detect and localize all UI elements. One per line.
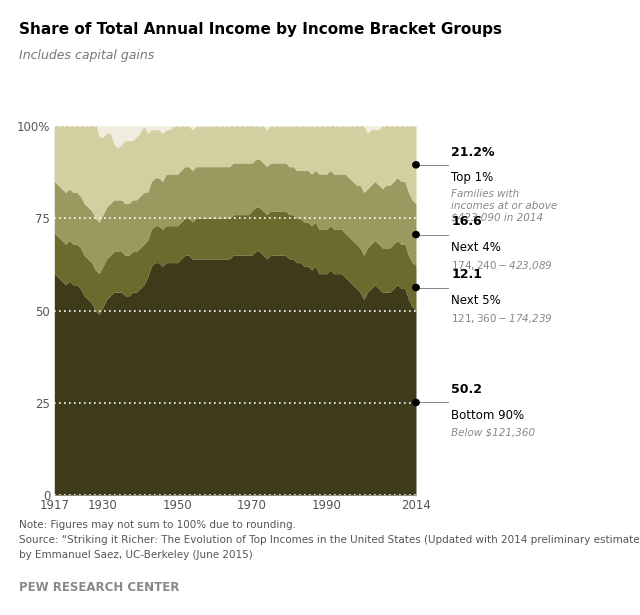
Text: by Emmanuel Saez, UC-Berkeley (June 2015): by Emmanuel Saez, UC-Berkeley (June 2015… [19, 550, 253, 560]
Text: Next 4%: Next 4% [451, 240, 501, 254]
Text: 12.1: 12.1 [451, 268, 482, 282]
Text: Families with
incomes at or above
$423,090 in 2014: Families with incomes at or above $423,0… [451, 189, 557, 223]
Text: $121,360 - $174,239: $121,360 - $174,239 [451, 312, 553, 325]
Text: Source: “Striking it Richer: The Evolution of Top Incomes in the United States (: Source: “Striking it Richer: The Evoluti… [19, 535, 640, 545]
Text: PEW RESEARCH CENTER: PEW RESEARCH CENTER [19, 581, 180, 594]
Text: Bottom 90%: Bottom 90% [451, 408, 524, 422]
Text: Includes capital gains: Includes capital gains [19, 49, 154, 62]
Text: Share of Total Annual Income by Income Bracket Groups: Share of Total Annual Income by Income B… [19, 22, 502, 36]
Text: 21.2%: 21.2% [451, 146, 495, 159]
Text: Below $121,360: Below $121,360 [451, 427, 535, 437]
Text: $174,240 - $423,089: $174,240 - $423,089 [451, 259, 553, 272]
Text: Next 5%: Next 5% [451, 294, 501, 307]
Text: 50.2: 50.2 [451, 383, 482, 396]
Text: Note: Figures may not sum to 100% due to rounding.: Note: Figures may not sum to 100% due to… [19, 520, 296, 530]
Text: 16.6: 16.6 [451, 215, 482, 228]
Text: Top 1%: Top 1% [451, 171, 493, 184]
